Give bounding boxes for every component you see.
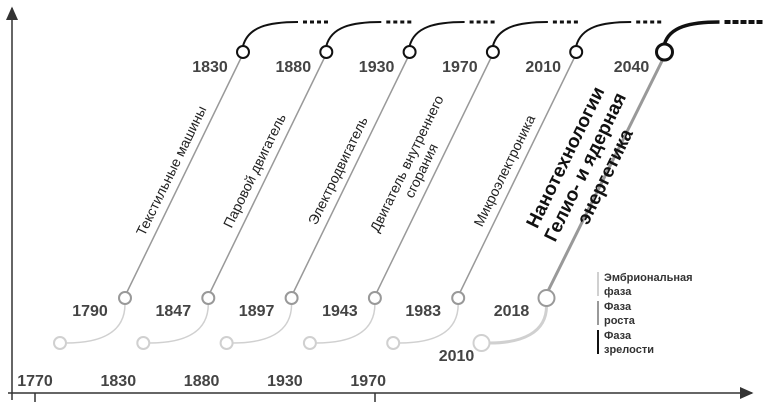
growth-year: 1943 <box>322 303 358 320</box>
peak-year: 1930 <box>359 59 395 76</box>
technology-label: НанотехнологииГелио- и ядернаяэнергетика <box>521 80 651 255</box>
growth-circle <box>284 291 299 305</box>
start-year: 1770 <box>17 373 53 390</box>
start-year: 2010 <box>439 348 475 365</box>
label-line: Паровой двигатель <box>220 111 289 230</box>
growth-line <box>547 59 664 291</box>
growth-circle <box>201 291 216 305</box>
peak-circle <box>485 45 500 59</box>
start-circle <box>302 336 317 350</box>
start-circle <box>53 336 67 350</box>
growth-circle <box>367 291 382 305</box>
peak-circle <box>319 45 334 59</box>
peak-year: 2010 <box>525 59 561 76</box>
growth-year: 1790 <box>72 303 108 320</box>
embryonic-curve <box>489 305 548 345</box>
start-circle <box>219 336 234 350</box>
peak-year: 2040 <box>614 59 650 76</box>
growth-line <box>292 57 409 293</box>
label-line: Электродвигатель <box>304 114 370 227</box>
maturity-curve <box>575 21 632 47</box>
maturity-curve <box>242 21 299 47</box>
start-year: 1830 <box>101 373 137 390</box>
embryonic-curve <box>399 303 459 344</box>
technology-label: Электродвигатель <box>304 114 370 227</box>
peak-year: 1970 <box>442 59 478 76</box>
maturity-curve <box>408 21 465 47</box>
embryonic-curve <box>149 303 210 344</box>
embryonic-curve <box>315 303 376 344</box>
legend-text: фаза <box>604 286 632 298</box>
growth-year: 1847 <box>156 303 192 320</box>
peak-circle <box>236 45 250 59</box>
label-line: Двигатель внутреннего <box>366 92 446 234</box>
start-year: 1930 <box>267 373 303 390</box>
start-circle <box>472 334 491 352</box>
peak-circle <box>402 45 417 59</box>
growth-line <box>459 57 575 293</box>
maturity-curve <box>325 21 382 47</box>
legend-text: Эмбриональная <box>604 272 693 284</box>
growth-year: 2018 <box>494 303 530 320</box>
growth-line <box>209 57 325 293</box>
start-circle <box>386 336 401 350</box>
legend-text: зрелости <box>604 344 654 356</box>
start-year: 1970 <box>350 373 386 390</box>
maturity-curve <box>662 20 720 45</box>
technology-label: Паровой двигатель <box>220 111 289 230</box>
legend: Эмбриональная фаза Фаза роста Фаза зрелости <box>597 272 693 356</box>
label-line: Текстильные машины <box>132 103 209 238</box>
peak-year: 1880 <box>276 59 312 76</box>
growth-circle <box>451 291 466 305</box>
embryonic-curve <box>232 303 293 344</box>
growth-line <box>376 57 492 293</box>
growth-year: 1897 <box>239 303 275 320</box>
growth-line <box>126 57 242 293</box>
start-circle <box>136 336 151 350</box>
technology-label: Текстильные машины <box>132 103 209 238</box>
growth-circle <box>537 289 556 307</box>
peak-circle <box>655 42 674 62</box>
legend-text: Фаза <box>604 330 632 342</box>
start-year: 1880 <box>184 373 220 390</box>
growth-year: 1983 <box>405 303 441 320</box>
maturity-curve <box>491 21 548 47</box>
growth-circle <box>118 291 132 305</box>
embryonic-curve <box>65 303 126 344</box>
peak-circle <box>569 45 584 59</box>
peak-year: 1830 <box>192 59 228 76</box>
legend-text: Фаза <box>604 301 632 313</box>
waves: 1770 1790 1830 Текстильные машины 1830 1847 18… <box>17 20 764 390</box>
legend-text: роста <box>604 315 636 327</box>
